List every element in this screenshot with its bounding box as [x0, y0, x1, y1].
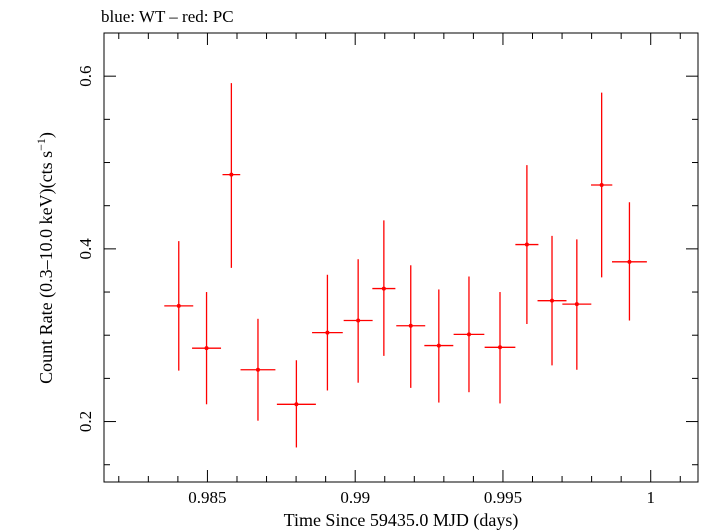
x-tick-label: 1	[646, 488, 655, 507]
data-marker	[599, 182, 604, 187]
data-point	[612, 202, 647, 321]
data-marker	[627, 259, 632, 264]
data-marker	[550, 298, 555, 303]
data-marker	[294, 402, 299, 407]
y-axis-label: Count Rate (0.3–10.0 keV)(cts s−1)	[34, 132, 57, 384]
data-marker	[325, 330, 330, 335]
data-point	[515, 165, 539, 324]
x-axis-label: Time Since 59435.0 MJD (days)	[284, 510, 519, 531]
y-tick-label: 0.4	[76, 238, 95, 260]
data-point	[424, 289, 454, 403]
data-series	[164, 83, 647, 448]
data-point	[591, 92, 613, 278]
y-axis-label-tail: )	[36, 132, 57, 138]
data-point	[192, 292, 222, 405]
data-point	[537, 235, 567, 366]
x-tick-label: 0.985	[188, 488, 226, 507]
data-point	[343, 259, 373, 383]
data-marker	[381, 286, 386, 291]
data-marker	[176, 303, 181, 308]
data-marker	[524, 242, 529, 247]
y-axis-label-main: Count Rate (0.3–10.0 keV)(cts s	[36, 151, 57, 384]
data-marker	[255, 367, 260, 372]
data-point	[484, 292, 516, 404]
data-point	[453, 276, 485, 393]
data-marker	[498, 345, 502, 350]
data-marker	[574, 302, 579, 307]
chart-title: blue: WT – red: PC	[101, 7, 234, 26]
data-point	[222, 83, 241, 268]
data-point	[276, 360, 316, 448]
data-marker	[229, 172, 234, 177]
data-point	[164, 241, 194, 371]
y-axis-label-exponent: −1	[34, 138, 48, 151]
data-marker	[466, 332, 471, 337]
data-marker	[436, 343, 441, 348]
data-point	[562, 239, 592, 370]
x-axis-ticks: 0.985 0.99 0.995 1	[118, 33, 681, 507]
data-point	[312, 274, 343, 391]
x-tick-label: 0.995	[484, 488, 522, 507]
data-marker	[204, 346, 209, 351]
data-marker	[408, 323, 413, 328]
y-tick-label: 0.2	[76, 411, 95, 432]
data-point	[372, 220, 396, 356]
x-tick-label: 0.99	[340, 488, 370, 507]
data-point	[240, 318, 276, 421]
y-axis-ticks: 0.2 0.4 0.6	[76, 32, 698, 466]
data-point	[396, 265, 426, 388]
plot-frame	[103, 32, 699, 483]
data-marker	[356, 318, 361, 323]
y-tick-label: 0.6	[76, 66, 95, 87]
